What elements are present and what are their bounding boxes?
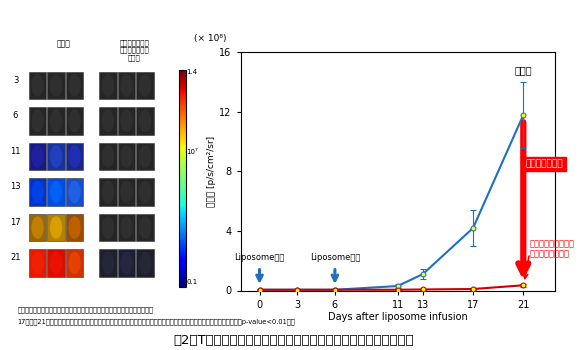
Ellipse shape — [120, 252, 133, 274]
Text: 1.4: 1.4 — [187, 69, 198, 75]
Text: 図2：T細胞腫瘍マウスに対するがん指向性リポソームの効果検証: 図2：T細胞腫瘍マウスに対するがん指向性リポソームの効果検証 — [173, 334, 414, 346]
Ellipse shape — [120, 110, 133, 132]
X-axis label: Days after liposome infusion: Days after liposome infusion — [328, 312, 468, 322]
Bar — [117, 178, 135, 206]
Text: 3: 3 — [13, 76, 18, 85]
Bar — [117, 249, 135, 276]
Ellipse shape — [32, 110, 43, 132]
Ellipse shape — [102, 145, 114, 168]
Ellipse shape — [102, 252, 114, 274]
Bar — [66, 72, 83, 99]
Ellipse shape — [102, 110, 114, 132]
Bar — [99, 214, 117, 241]
Bar — [66, 214, 83, 241]
Ellipse shape — [50, 252, 62, 274]
Bar — [99, 72, 117, 99]
Bar — [47, 214, 65, 241]
Bar — [47, 249, 65, 276]
Bar — [29, 107, 46, 135]
Ellipse shape — [69, 181, 81, 203]
Ellipse shape — [139, 181, 151, 203]
Text: 対照群: 対照群 — [514, 65, 532, 75]
Bar — [99, 178, 117, 206]
Ellipse shape — [69, 74, 81, 97]
Ellipse shape — [120, 181, 133, 203]
Ellipse shape — [50, 74, 62, 97]
Ellipse shape — [32, 145, 43, 168]
Text: 13: 13 — [10, 182, 21, 191]
Ellipse shape — [50, 145, 62, 168]
Bar — [136, 178, 154, 206]
Bar — [99, 249, 117, 276]
Ellipse shape — [102, 216, 114, 239]
Bar — [117, 107, 135, 135]
Ellipse shape — [139, 110, 151, 132]
Bar — [117, 143, 135, 170]
Ellipse shape — [50, 181, 62, 203]
Ellipse shape — [32, 216, 43, 239]
Ellipse shape — [32, 181, 43, 203]
Ellipse shape — [139, 216, 151, 239]
Bar — [47, 107, 65, 135]
Y-axis label: 腫瘍量 [p/s/cm²/sr]: 腫瘍量 [p/s/cm²/sr] — [207, 136, 217, 207]
Text: Liposome投与: Liposome投与 — [310, 253, 360, 262]
Bar — [136, 214, 154, 241]
Bar — [117, 214, 135, 241]
Bar — [47, 72, 65, 99]
Text: 10⁷: 10⁷ — [187, 149, 198, 155]
Bar — [136, 249, 154, 276]
Ellipse shape — [120, 216, 133, 239]
Ellipse shape — [139, 74, 151, 97]
Ellipse shape — [32, 252, 43, 274]
Ellipse shape — [50, 110, 62, 132]
Bar — [66, 143, 83, 170]
Bar — [99, 143, 117, 170]
Text: 細胞殺傷遠伝子内包
リポソーム投与群: 細胞殺傷遠伝子内包 リポソーム投与群 — [529, 239, 575, 259]
Ellipse shape — [50, 216, 62, 239]
Bar — [136, 107, 154, 135]
Bar — [29, 143, 46, 170]
Text: 6: 6 — [13, 111, 18, 120]
Text: 17日目、21日目の細胞殺傷遠伝子内包リポソームを投与群の腫瑞量は、対照群の腫瑞量の比べて有意に抑制されていた（p-value<0.01）。: 17日目、21日目の細胞殺傷遠伝子内包リポソームを投与群の腫瑞量は、対照群の腫瑞… — [18, 318, 295, 325]
Bar — [66, 107, 83, 135]
Text: 対照群: 対照群 — [57, 39, 71, 48]
Bar — [29, 214, 46, 241]
Text: 17: 17 — [10, 217, 21, 226]
Ellipse shape — [69, 110, 81, 132]
Bar — [99, 107, 117, 135]
Bar — [136, 72, 154, 99]
Bar — [117, 72, 135, 99]
Text: 11: 11 — [11, 147, 21, 155]
Text: 21: 21 — [11, 253, 21, 262]
Ellipse shape — [32, 74, 43, 97]
Ellipse shape — [120, 145, 133, 168]
Bar — [29, 249, 46, 276]
Ellipse shape — [139, 145, 151, 168]
Bar — [47, 143, 65, 170]
Text: 対照群：細胞を殺傷しない無害な遠伝子を内包したリポソームを投与した群: 対照群：細胞を殺傷しない無害な遠伝子を内包したリポソームを投与した群 — [18, 306, 154, 313]
Ellipse shape — [120, 74, 133, 97]
Ellipse shape — [69, 145, 81, 168]
Bar — [47, 178, 65, 206]
Bar — [136, 143, 154, 170]
Text: 細胞殺傷遠伝子
内包リポソーム
投与群: 細胞殺傷遠伝子 内包リポソーム 投与群 — [120, 39, 149, 61]
Bar — [66, 249, 83, 276]
Text: Liposome投与: Liposome投与 — [234, 253, 285, 262]
Text: (× 10⁸): (× 10⁸) — [194, 34, 226, 43]
Bar — [29, 72, 46, 99]
Bar — [29, 178, 46, 206]
Ellipse shape — [139, 252, 151, 274]
Ellipse shape — [69, 216, 81, 239]
Ellipse shape — [69, 252, 81, 274]
Bar — [66, 178, 83, 206]
Text: 0.1: 0.1 — [187, 279, 198, 285]
Ellipse shape — [102, 181, 114, 203]
Text: 腫瑞増悪を抑制: 腫瑞増悪を抑制 — [526, 160, 564, 169]
Ellipse shape — [102, 74, 114, 97]
